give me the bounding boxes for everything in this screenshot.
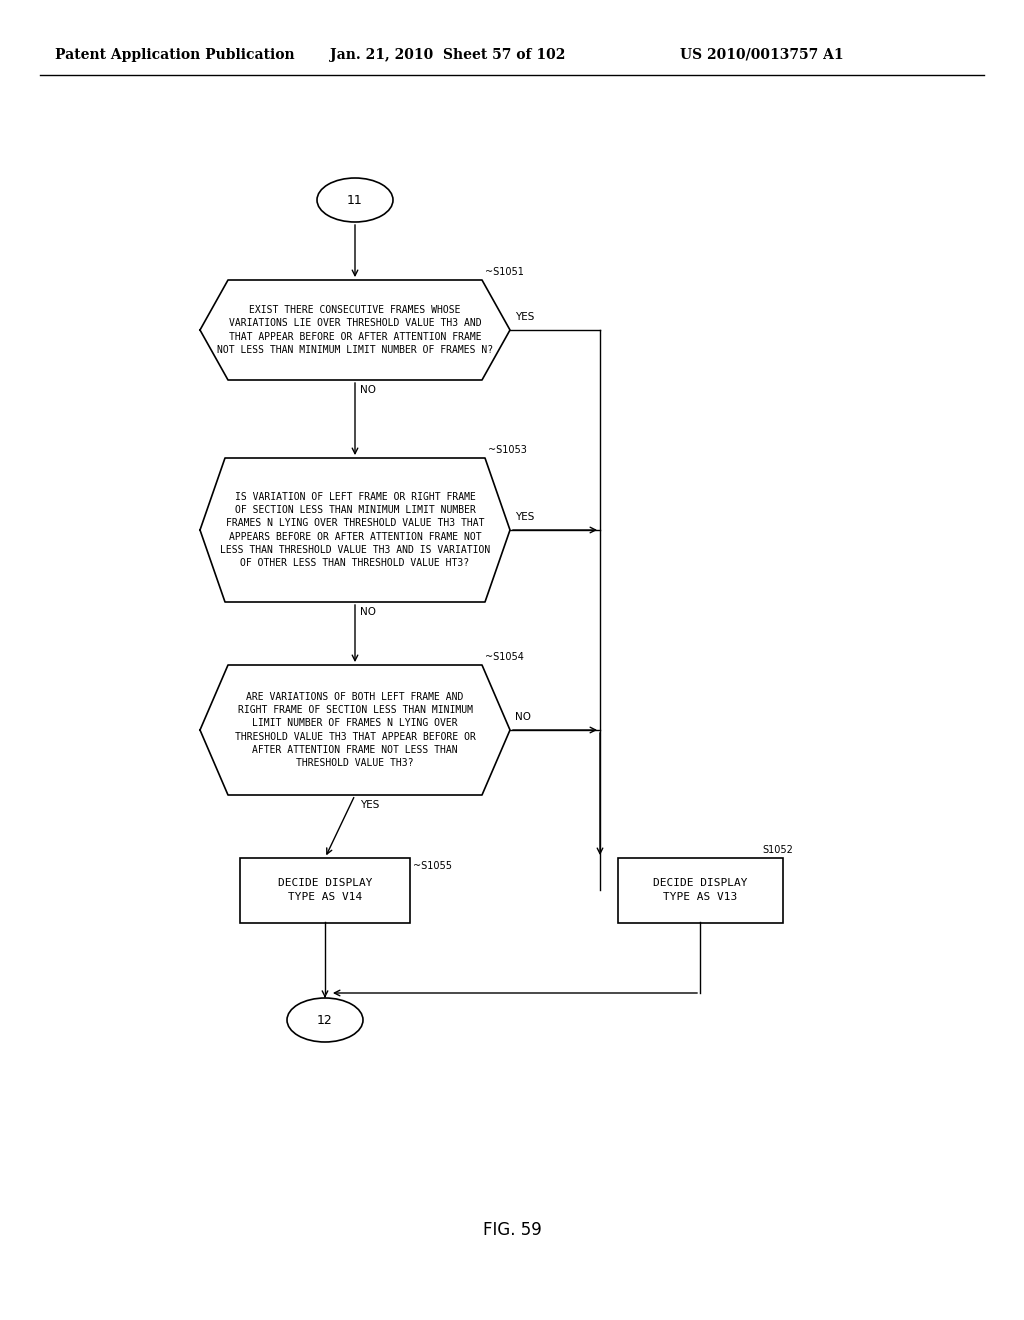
Text: NO: NO (360, 607, 376, 616)
Text: YES: YES (515, 512, 535, 521)
Text: US 2010/0013757 A1: US 2010/0013757 A1 (680, 48, 844, 62)
Text: YES: YES (360, 800, 379, 810)
Text: DECIDE DISPLAY
TYPE AS V14: DECIDE DISPLAY TYPE AS V14 (278, 878, 373, 902)
Text: ~S1051: ~S1051 (485, 267, 524, 277)
Bar (618, 858, 783, 923)
Text: EXIST THERE CONSECUTIVE FRAMES WHOSE
VARIATIONS LIE OVER THRESHOLD VALUE TH3 AND: EXIST THERE CONSECUTIVE FRAMES WHOSE VAR… (217, 305, 494, 355)
Text: DECIDE DISPLAY
TYPE AS V13: DECIDE DISPLAY TYPE AS V13 (652, 878, 748, 902)
Text: IS VARIATION OF LEFT FRAME OR RIGHT FRAME
OF SECTION LESS THAN MINIMUM LIMIT NUM: IS VARIATION OF LEFT FRAME OR RIGHT FRAM… (220, 492, 490, 568)
Text: 12: 12 (317, 1014, 333, 1027)
Text: 11: 11 (347, 194, 362, 206)
Bar (240, 858, 410, 923)
Text: NO: NO (360, 385, 376, 395)
Text: S1052: S1052 (762, 845, 793, 855)
Text: Patent Application Publication: Patent Application Publication (55, 48, 295, 62)
Text: ~S1053: ~S1053 (488, 445, 527, 455)
Text: NO: NO (515, 711, 531, 722)
Text: ~S1054: ~S1054 (485, 652, 524, 663)
Text: ARE VARIATIONS OF BOTH LEFT FRAME AND
RIGHT FRAME OF SECTION LESS THAN MINIMUM
L: ARE VARIATIONS OF BOTH LEFT FRAME AND RI… (234, 692, 475, 768)
Text: Jan. 21, 2010  Sheet 57 of 102: Jan. 21, 2010 Sheet 57 of 102 (330, 48, 565, 62)
Text: YES: YES (515, 312, 535, 322)
Text: FIG. 59: FIG. 59 (482, 1221, 542, 1239)
Text: ~S1055: ~S1055 (413, 861, 452, 871)
